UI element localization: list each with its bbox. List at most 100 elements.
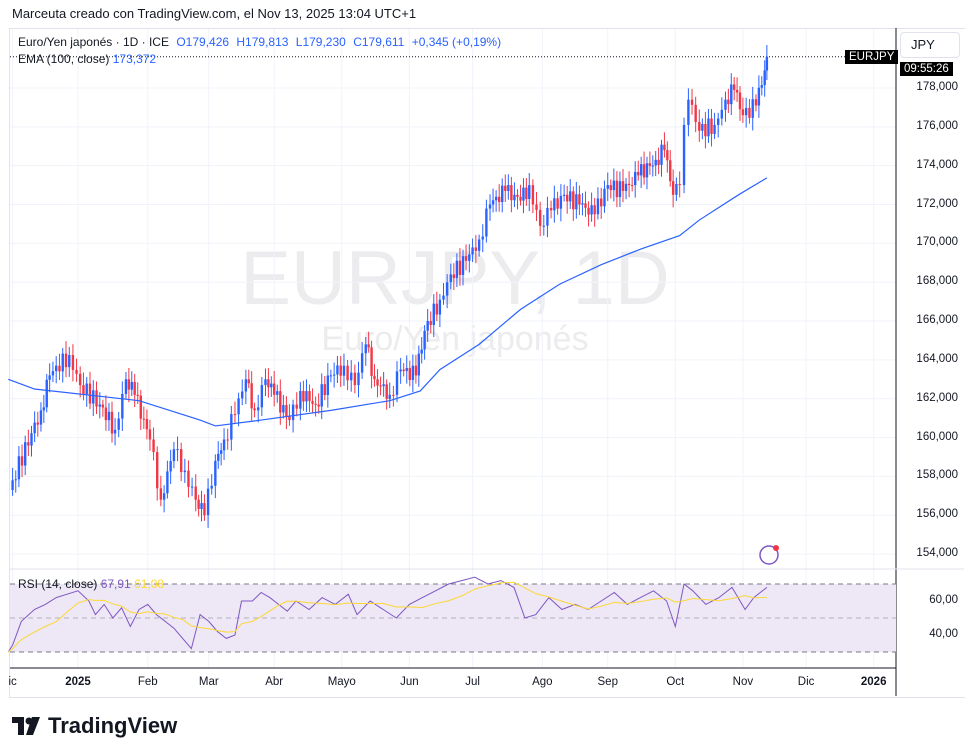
candle-body bbox=[197, 499, 200, 509]
candle-body bbox=[264, 379, 267, 386]
rsi-name: RSI (14, close) bbox=[18, 577, 98, 591]
candle-body bbox=[760, 85, 763, 88]
candle-body bbox=[405, 367, 408, 371]
currency-selector[interactable]: JPY bbox=[900, 32, 960, 58]
candle-body bbox=[42, 407, 46, 411]
candle-body bbox=[724, 99, 727, 110]
candle-body bbox=[382, 384, 385, 387]
candle-body bbox=[435, 303, 439, 315]
rsi-ma-line bbox=[7, 581, 767, 653]
time-tick-label: Sep bbox=[597, 676, 618, 688]
candle-body bbox=[17, 456, 21, 480]
candle-body bbox=[36, 422, 39, 425]
candle-body bbox=[612, 180, 616, 191]
candle-body bbox=[593, 205, 596, 215]
candle-body bbox=[20, 456, 24, 466]
candle-body bbox=[562, 194, 566, 196]
candle-body bbox=[621, 181, 625, 191]
rsi-legend[interactable]: RSI (14, close) 67,91 61,08 bbox=[18, 577, 164, 591]
candle-body bbox=[23, 442, 27, 466]
candle-body bbox=[244, 379, 248, 392]
candle-body bbox=[687, 99, 690, 125]
candle-body bbox=[504, 185, 507, 191]
price-tick-label: 160,000 bbox=[916, 430, 958, 443]
time-tick-label: Jun bbox=[400, 676, 419, 688]
candle-body bbox=[88, 383, 92, 404]
candle-body bbox=[395, 371, 399, 395]
candle-body bbox=[308, 391, 311, 401]
candle-body bbox=[732, 84, 736, 90]
candle-body bbox=[159, 488, 163, 500]
candle-body bbox=[651, 165, 654, 167]
candle-body bbox=[423, 330, 426, 350]
close-value: C179,611 bbox=[353, 35, 405, 49]
candle-body bbox=[121, 393, 124, 419]
price-tick-label: 154,000 bbox=[916, 547, 958, 560]
candle-body bbox=[663, 144, 666, 151]
candle-body bbox=[666, 150, 669, 161]
candle-body bbox=[464, 256, 468, 261]
candle-body bbox=[385, 384, 388, 399]
ema-line bbox=[8, 177, 768, 427]
candle-body bbox=[226, 439, 229, 441]
tradingview-logo-icon bbox=[12, 717, 40, 735]
candle-body bbox=[95, 390, 98, 407]
candle-body bbox=[139, 395, 142, 419]
candle-body bbox=[627, 183, 631, 186]
candle-body bbox=[71, 355, 75, 370]
candle-body bbox=[291, 404, 295, 421]
candle-body bbox=[698, 122, 701, 131]
candle-body bbox=[639, 164, 643, 176]
chart-credit: Marceuta creado con TradingView.com, el … bbox=[12, 6, 417, 21]
candle-body bbox=[101, 404, 105, 408]
time-tick-label: Jul bbox=[465, 676, 480, 688]
candle-body bbox=[716, 118, 720, 125]
candle-body bbox=[497, 196, 501, 203]
candle-body bbox=[350, 372, 353, 381]
symbol-legend: Euro/Yen japonés · 1D · ICE O179,426 H17… bbox=[18, 35, 505, 49]
candle-body bbox=[113, 429, 117, 434]
candle-body bbox=[690, 99, 694, 105]
candle-body bbox=[449, 274, 452, 283]
ema-legend[interactable]: EMA (100, close) 173,372 bbox=[18, 52, 156, 66]
candle-body bbox=[214, 460, 217, 486]
candle-body bbox=[107, 411, 111, 421]
candle-body bbox=[276, 391, 279, 395]
tradingview-logo[interactable]: TradingView bbox=[12, 713, 177, 739]
time-tick-label: Ago bbox=[532, 676, 553, 688]
candle-body bbox=[654, 159, 657, 166]
candle-body bbox=[510, 185, 513, 201]
candle-body bbox=[233, 414, 237, 416]
candle-body bbox=[754, 99, 758, 106]
price-tick-label: 174,000 bbox=[916, 158, 958, 171]
candle-body bbox=[455, 260, 459, 279]
price-tick-label: 156,000 bbox=[916, 508, 958, 521]
watermark-title: EURJPY, 1D bbox=[240, 236, 670, 321]
candle-body bbox=[55, 365, 58, 372]
time-tick-label: Nov bbox=[732, 676, 754, 688]
time-tick-label: 2025 bbox=[65, 676, 91, 688]
candle-body bbox=[528, 185, 531, 200]
candle-body bbox=[152, 439, 155, 453]
candle-body bbox=[426, 320, 429, 331]
symbol-name[interactable]: Euro/Yen japonés · 1D · ICE bbox=[18, 35, 169, 49]
candle-body bbox=[538, 209, 542, 226]
candle-body bbox=[329, 375, 333, 377]
candle-body bbox=[145, 419, 149, 430]
candle-body bbox=[606, 185, 609, 189]
price-tick-label: 166,000 bbox=[916, 314, 958, 327]
candle-body bbox=[68, 355, 71, 368]
candle-body bbox=[285, 405, 288, 417]
candle-body bbox=[556, 198, 559, 209]
open-value: O179,426 bbox=[176, 35, 230, 49]
candle-body bbox=[553, 198, 556, 211]
candle-body bbox=[581, 203, 584, 205]
candle-body bbox=[624, 183, 628, 191]
candle-body bbox=[491, 200, 495, 205]
candle-body bbox=[127, 379, 131, 390]
candle-body bbox=[48, 375, 51, 380]
logo-text: TradingView bbox=[48, 713, 178, 738]
candle-body bbox=[30, 433, 33, 446]
candle-body bbox=[323, 384, 326, 396]
